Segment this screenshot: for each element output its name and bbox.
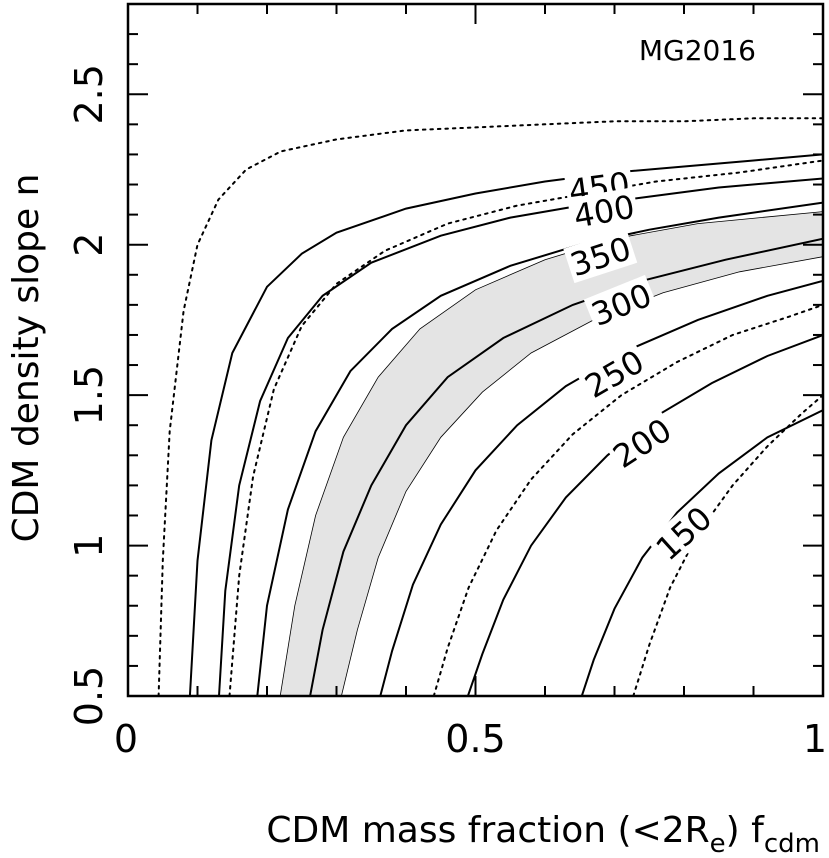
- dotted-curve-2: [228, 159, 823, 696]
- x-axis-label-sub-cdm: cdm: [764, 829, 820, 858]
- dotted-curve-1: [157, 117, 823, 696]
- contour-line-400: [218, 177, 823, 696]
- axis-ticks: [127, 3, 824, 697]
- y-tick-labels: 0.5 1 1.5 2 2.5: [67, 64, 111, 726]
- contour-label-250: 250: [576, 341, 652, 406]
- contour-label-bg-300: [583, 274, 659, 334]
- x-axis-label-close: ): [726, 810, 740, 851]
- contour-label-bg-400: [568, 187, 640, 235]
- x-tick-label-0: 0: [114, 717, 138, 761]
- contour-label-bg-150: [646, 497, 720, 569]
- contour-line-300: [309, 237, 823, 696]
- x-axis-label-main: CDM mass fraction (<2R: [266, 810, 709, 851]
- dotted-curve-3: [432, 303, 823, 696]
- contour-label-text-150: 150: [649, 499, 720, 568]
- dotted-curve-4: [632, 394, 823, 696]
- contour-label-bg-250: [576, 341, 652, 406]
- y-tick-label-1.5: 1.5: [67, 365, 111, 425]
- band-upper-edge: [341, 256, 823, 696]
- contour-label-400: 400: [568, 187, 640, 236]
- contour-line-250: [379, 279, 823, 696]
- chart-annotation: MG2016: [639, 34, 756, 67]
- y-tick-label-0.5: 0.5: [67, 666, 111, 726]
- contour-line-450: [188, 153, 823, 696]
- contour-label-bg-350: [563, 228, 638, 284]
- contour-line-200: [466, 334, 823, 696]
- x-axis-label-f: f: [751, 810, 765, 851]
- x-axis-label-sub-e: e: [710, 829, 726, 858]
- y-tick-label-2.5: 2.5: [67, 64, 111, 124]
- contour-line-350: [256, 201, 823, 696]
- x-tick-label-1: 1: [803, 717, 827, 761]
- shaded-confidence-band: [280, 211, 823, 696]
- band-lower-edge: [279, 211, 823, 696]
- contour-label-text-200: 200: [606, 411, 678, 476]
- x-axis-label: CDM mass fraction (<2Re) fcdm: [266, 810, 820, 858]
- contour-label-150: 150: [646, 497, 720, 569]
- dotted-curves: [157, 117, 823, 696]
- contour-label-200: 200: [604, 409, 680, 476]
- contour-label-bg-200: [604, 409, 680, 476]
- y-tick-label-1: 1: [67, 534, 111, 558]
- y-axis-label: CDM density slope n: [6, 174, 47, 543]
- y-tick-label-2: 2: [67, 233, 111, 257]
- x-tick-label-0.5: 0.5: [445, 717, 505, 761]
- x-tick-labels: 0 0.5 1: [114, 717, 827, 761]
